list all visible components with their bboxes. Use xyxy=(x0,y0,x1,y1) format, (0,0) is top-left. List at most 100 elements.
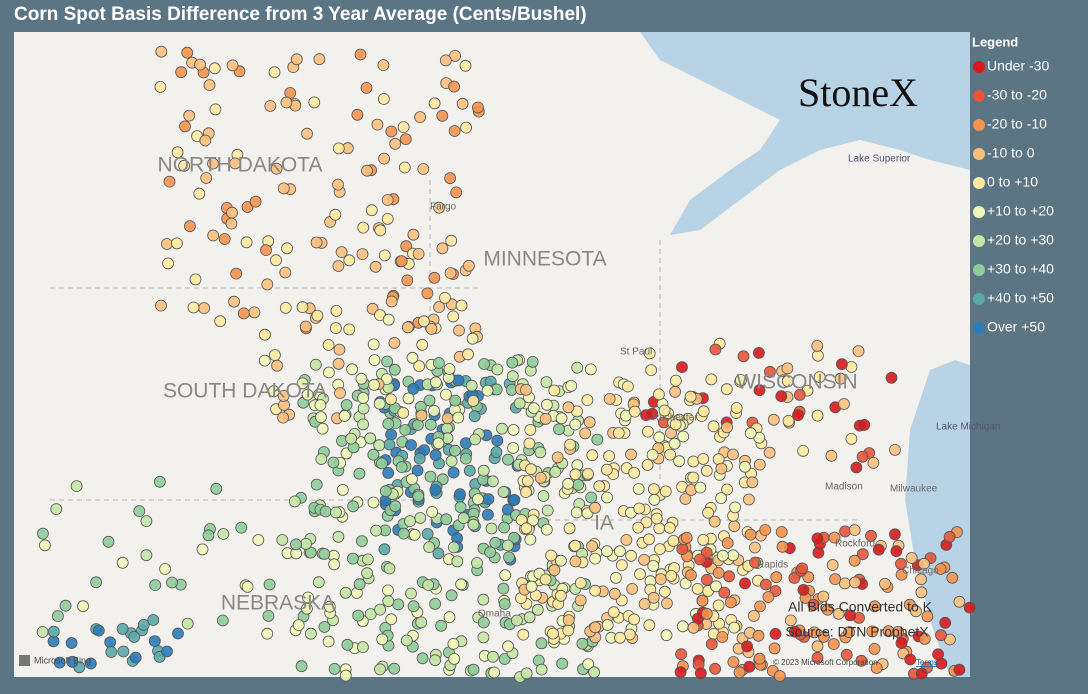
bid-point xyxy=(646,407,659,420)
bid-point xyxy=(166,576,178,589)
city-label: Rapids xyxy=(757,560,788,571)
bid-point xyxy=(482,493,495,506)
bid-point xyxy=(401,274,414,287)
bid-point xyxy=(360,82,373,94)
bid-point xyxy=(501,539,514,552)
bid-point xyxy=(539,412,552,425)
bid-point xyxy=(290,538,302,551)
bid-point xyxy=(867,456,880,469)
bid-point xyxy=(490,446,503,459)
bid-point xyxy=(541,398,553,411)
bid-point xyxy=(288,495,301,508)
bid-point xyxy=(377,59,390,71)
bid-point xyxy=(368,378,381,391)
bid-point xyxy=(412,490,425,503)
bid-point xyxy=(658,404,671,417)
bid-point xyxy=(754,600,766,613)
terms-link[interactable]: Terms xyxy=(916,658,938,667)
bid-point xyxy=(314,399,327,412)
bid-point xyxy=(104,636,117,649)
bid-point xyxy=(491,434,504,447)
bid-point xyxy=(181,617,194,630)
bid-point xyxy=(453,324,465,337)
bid-point xyxy=(709,662,721,675)
bid-point xyxy=(485,522,498,535)
bid-point xyxy=(727,549,739,562)
bid-point xyxy=(953,595,966,608)
bid-point xyxy=(935,629,947,642)
bid-point xyxy=(879,577,891,590)
bid-point xyxy=(367,338,380,351)
logo: StoneX xyxy=(798,70,918,115)
bid-point xyxy=(653,431,666,444)
bid-point xyxy=(593,480,606,493)
bid-point xyxy=(389,500,402,513)
bid-point xyxy=(915,586,928,599)
bid-point xyxy=(356,641,369,653)
bid-point xyxy=(59,599,72,612)
bid-point xyxy=(374,224,387,237)
bid-point xyxy=(53,656,66,669)
legend-label: +30 to +40 xyxy=(987,261,1054,277)
bid-point xyxy=(328,558,341,571)
bid-point xyxy=(428,271,441,284)
bid-point xyxy=(382,313,395,326)
bid-point xyxy=(839,577,851,590)
bid-point xyxy=(548,564,561,576)
bid-point xyxy=(768,642,781,655)
bid-point xyxy=(915,573,927,586)
bid-point xyxy=(849,576,861,589)
bid-point xyxy=(84,657,97,670)
bid-point xyxy=(773,670,786,682)
bid-point xyxy=(399,133,412,146)
bid-point xyxy=(429,376,442,389)
bid-point xyxy=(628,405,641,418)
note: All Bids Converted to K xyxy=(788,599,933,615)
bid-point xyxy=(352,609,365,622)
bid-point xyxy=(661,597,673,610)
bid-point xyxy=(417,163,430,175)
bid-point xyxy=(452,411,465,424)
bid-point xyxy=(570,506,583,519)
bid-point xyxy=(586,540,598,552)
bid-point xyxy=(730,402,743,414)
bid-point xyxy=(574,577,587,589)
bid-point xyxy=(513,397,526,410)
bid-point xyxy=(423,394,436,407)
bid-point xyxy=(340,399,353,411)
bid-point xyxy=(460,121,473,134)
bid-point xyxy=(346,363,359,376)
bid-point xyxy=(723,570,735,583)
bid-point xyxy=(456,97,469,110)
bid-point xyxy=(309,358,322,371)
bid-point xyxy=(665,570,678,582)
bid-point xyxy=(395,255,408,268)
bid-point xyxy=(310,478,323,491)
bid-point xyxy=(225,217,238,230)
bid-point xyxy=(622,380,634,393)
bid-point xyxy=(405,587,417,600)
bid-point xyxy=(840,648,853,661)
legend-label: +40 to +50 xyxy=(987,290,1054,306)
bid-point xyxy=(52,610,64,622)
legend-label: +10 to +20 xyxy=(987,203,1054,219)
bid-point xyxy=(885,371,898,384)
bid-point xyxy=(716,631,729,643)
bid-point xyxy=(39,539,51,552)
bid-point xyxy=(855,654,868,667)
bid-point xyxy=(312,576,325,589)
bid-point xyxy=(377,93,390,105)
legend-label: -20 to -10 xyxy=(987,116,1047,132)
bid-point xyxy=(614,545,626,558)
bid-point xyxy=(496,422,508,435)
bid-point xyxy=(376,633,389,646)
state-label: MINNESOTA xyxy=(483,248,606,271)
bid-point xyxy=(148,635,161,647)
bid-point xyxy=(654,573,667,585)
bid-point xyxy=(789,625,801,638)
bid-point xyxy=(645,364,657,377)
bid-point xyxy=(700,607,713,620)
bid-point xyxy=(368,354,381,367)
bid-point xyxy=(603,392,616,405)
bid-point xyxy=(739,460,751,473)
